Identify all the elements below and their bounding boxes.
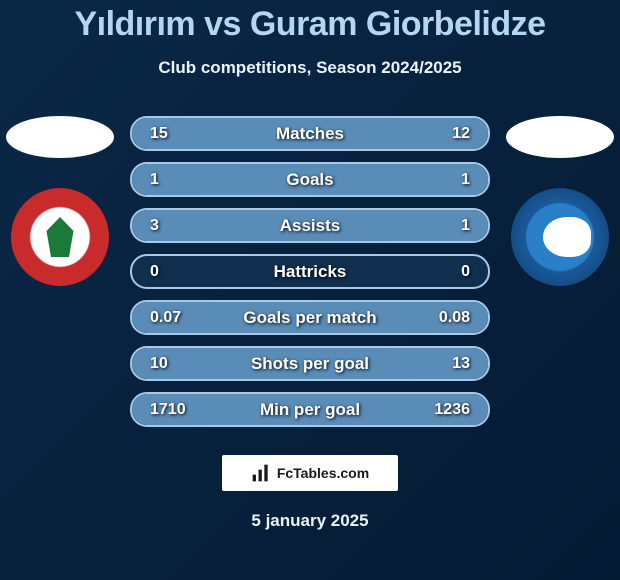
player-left-avatar (6, 116, 114, 158)
page-title: Yıldırım vs Guram Giorbelidze (0, 0, 620, 44)
chart-icon (251, 463, 271, 483)
stat-right-value: 12 (430, 125, 470, 143)
footer-logo-text: FcTables.com (277, 465, 369, 481)
player-right-avatar (506, 116, 614, 158)
player-left-column (0, 116, 120, 286)
stat-right-value: 13 (430, 355, 470, 373)
stat-row: 3 Assists 1 (130, 208, 490, 243)
stat-row: 10 Shots per goal 13 (130, 346, 490, 381)
stat-right-value: 1 (430, 217, 470, 235)
stat-row: 0 Hattricks 0 (130, 254, 490, 289)
stat-right-value: 0.08 (430, 309, 470, 327)
stat-row: 1 Goals 1 (130, 162, 490, 197)
stat-row: 0.07 Goals per match 0.08 (130, 300, 490, 335)
stat-row: 1710 Min per goal 1236 (130, 392, 490, 427)
subtitle: Club competitions, Season 2024/2025 (0, 58, 620, 78)
stat-right-value: 1 (430, 171, 470, 189)
stat-list: 15 Matches 12 1 Goals 1 3 Assists 1 0 Ha… (130, 116, 490, 427)
stat-right-value: 1236 (430, 401, 470, 419)
stat-right-value: 0 (430, 263, 470, 281)
club-left-badge (11, 188, 109, 286)
comparison-panel: 15 Matches 12 1 Goals 1 3 Assists 1 0 Ha… (0, 116, 620, 427)
stat-row: 15 Matches 12 (130, 116, 490, 151)
club-right-badge (511, 188, 609, 286)
player-right-column (500, 116, 620, 286)
footer-logo[interactable]: FcTables.com (222, 455, 398, 491)
date: 5 january 2025 (0, 511, 620, 531)
